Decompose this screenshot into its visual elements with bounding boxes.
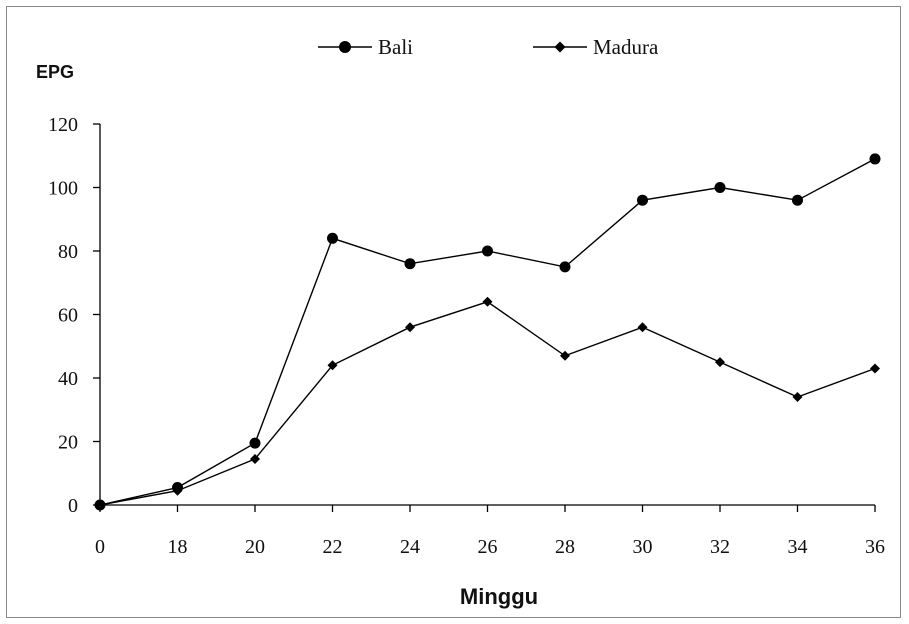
x-tick-label: 24 — [400, 536, 420, 558]
legend-item-bali: Bali — [318, 35, 413, 59]
series-line-bali — [99, 158, 876, 506]
data-point-madura — [870, 363, 880, 374]
legend-marker-bali — [339, 41, 351, 53]
x-tick-label: 18 — [168, 536, 188, 558]
y-tick-label: 120 — [48, 114, 78, 136]
x-tick-label: 30 — [633, 536, 653, 558]
y-tick-label: 60 — [58, 305, 78, 327]
data-point-madura — [482, 296, 493, 307]
x-tick-label: 22 — [323, 536, 343, 558]
data-point-bali — [559, 261, 571, 273]
data-point-bali — [249, 437, 261, 449]
legend-label-bali: Bali — [378, 35, 413, 59]
x-tick-label: 0 — [95, 536, 105, 558]
legend: Bali Madura — [318, 35, 659, 59]
x-tick-label: 36 — [865, 536, 885, 558]
data-point-bali — [327, 232, 338, 244]
x-tick-label: 20 — [245, 536, 265, 558]
x-tick-label: 32 — [710, 536, 730, 558]
x-tick-label: 28 — [555, 536, 575, 558]
data-point-bali — [482, 245, 493, 257]
legend-item-madura: Madura — [533, 35, 659, 59]
y-tick-label: 0 — [68, 495, 78, 517]
y-tick-label: 40 — [58, 368, 78, 390]
data-point-bali — [714, 182, 726, 193]
data-point-madura — [405, 322, 415, 333]
y-axis-title: EPG — [36, 62, 74, 82]
y-tick-label: 100 — [48, 178, 78, 200]
data-point-madura — [715, 357, 725, 368]
series-layer — [94, 153, 881, 511]
chart-frame — [6, 6, 901, 618]
data-point-madura — [637, 322, 648, 333]
data-point-madura — [560, 350, 570, 361]
axes: 0 20 40 60 80 100 120 0 18 20 22 24 26 28 30 32 34 36 — [48, 114, 885, 558]
x-axis-title: Minggu — [460, 584, 538, 609]
data-point-madura — [172, 485, 183, 496]
x-tick-label: 34 — [788, 536, 808, 558]
data-point-madura — [327, 360, 338, 371]
y-tick-label: 20 — [58, 432, 78, 454]
legend-label-madura: Madura — [593, 35, 659, 59]
data-point-bali — [637, 194, 648, 206]
series-line-madura — [99, 301, 876, 506]
legend-marker-madura — [554, 41, 566, 53]
data-point-bali — [792, 194, 803, 206]
data-point-bali — [869, 153, 881, 165]
series-madura — [95, 296, 880, 510]
data-point-madura — [250, 453, 260, 464]
series-bali — [94, 153, 881, 511]
y-tick-label: 80 — [58, 241, 78, 263]
data-point-madura — [792, 392, 803, 403]
x-tick-label: 26 — [478, 536, 498, 558]
data-point-madura — [95, 500, 105, 510]
data-point-bali — [404, 258, 416, 270]
